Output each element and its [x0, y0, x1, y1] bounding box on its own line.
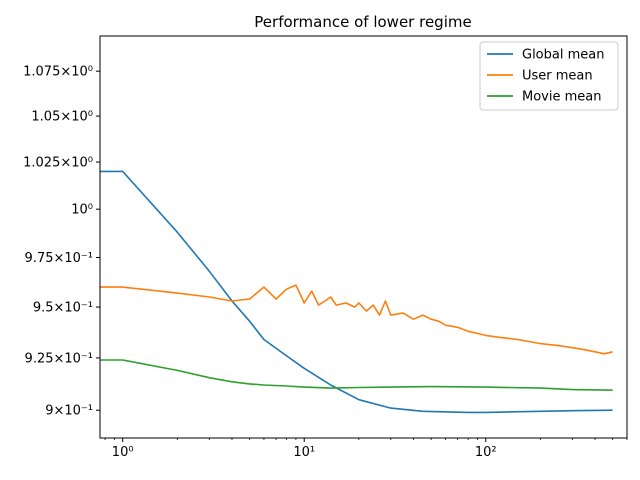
legend-box: [479, 41, 619, 111]
x-tick-label: 10⁰: [112, 445, 134, 460]
y-tick-label: 10⁰: [71, 203, 93, 218]
series-line-movie-mean: [100, 359, 613, 391]
axis-ticks: 10⁰ 10¹ 10² 9×10⁻¹ 9.25×10⁻¹ 9.5×10⁻¹ 9.75×10⁻…: [23, 65, 628, 460]
y-tick-label: 9.75×10⁻¹: [25, 251, 93, 266]
y-tick-label: 9.5×10⁻¹: [33, 301, 93, 316]
legend-label: Movie mean: [522, 90, 601, 105]
plot-frame: [99, 35, 628, 439]
y-tick-label: 1.025×10⁰: [23, 156, 93, 171]
x-tick-label: 10²: [475, 445, 497, 460]
y-tick-label: 1.075×10⁰: [23, 65, 93, 80]
y-tick-label: 9.25×10⁻¹: [25, 351, 93, 366]
chart-title: Performance of lower regime: [254, 13, 471, 31]
plot-area: [100, 170, 613, 414]
series-line-global-mean: [100, 170, 613, 414]
y-tick-label: 1.05×10⁰: [31, 110, 93, 125]
legend-label: User mean: [522, 69, 593, 84]
x-tick-label: 10¹: [293, 445, 315, 460]
series-line-user-mean: [100, 284, 613, 355]
legend: Global mean User mean Movie mean: [479, 41, 619, 111]
y-tick-label: 9×10⁻¹: [45, 404, 93, 419]
legend-label: Global mean: [522, 48, 604, 63]
